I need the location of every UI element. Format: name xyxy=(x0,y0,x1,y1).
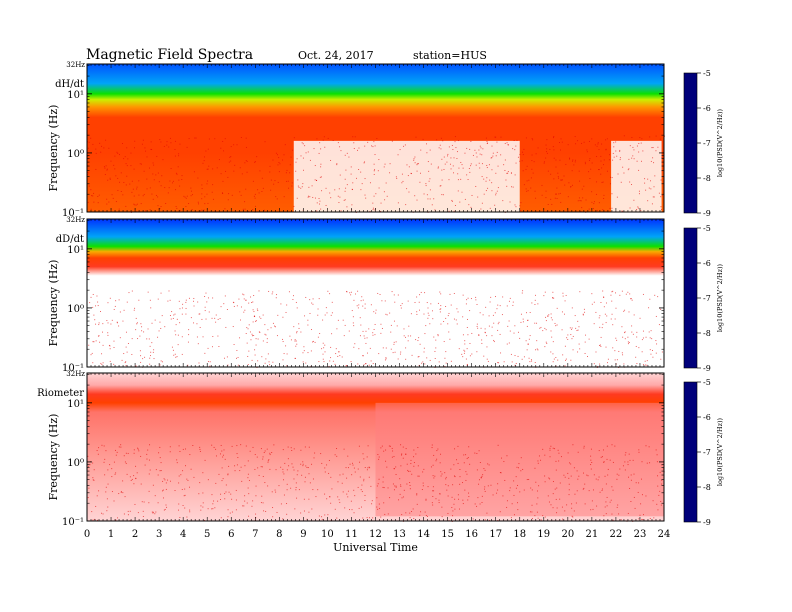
colorbar-tick-label: -8 xyxy=(703,329,711,338)
x-tick-label: 3 xyxy=(156,529,162,540)
y-tick-label: 10⁰ xyxy=(67,458,84,469)
panel-dh-dt: 10⁻¹ 10⁰ 10¹ 32Hz dH/dt Frequency (Hz) -5 -6 -7 -… xyxy=(47,61,724,219)
colorbar-tick-label: -9 xyxy=(703,518,711,527)
y-tick-label: 10⁻¹ xyxy=(62,363,84,374)
quiet-interval xyxy=(293,140,376,212)
x-tick-label: 4 xyxy=(180,529,186,540)
colorbar-tick-label: -9 xyxy=(703,209,711,218)
x-tick-label: 21 xyxy=(586,529,599,540)
x-tick-label: 20 xyxy=(561,529,574,540)
x-tick-label: 15 xyxy=(441,529,454,540)
x-axis-universal-time: 0 1 2 3 4 5 6 7 8 9 10 11 12 13 14 15 16 17 18 19 20 21 22 23 24… xyxy=(84,529,671,554)
x-tick-label: 9 xyxy=(300,529,306,540)
x-tick-label: 19 xyxy=(537,529,550,540)
panel-label: Riometer xyxy=(37,388,84,399)
colorbar-label: log10(PSD(V^2/Hz)) xyxy=(716,263,724,332)
y-top-label: 32Hz xyxy=(66,370,85,378)
colorbar-tick-label: -5 xyxy=(703,69,711,78)
x-tick-label: 5 xyxy=(204,529,210,540)
x-tick-label: 0 xyxy=(84,529,90,540)
y-tick-label: 10⁰ xyxy=(67,304,84,315)
colorbar-tick-label: -7 xyxy=(703,448,711,457)
station-label: station=HUS xyxy=(413,49,487,62)
date-label: Oct. 24, 2017 xyxy=(298,49,374,62)
x-tick-label: 23 xyxy=(634,529,647,540)
y-tick-label: 10⁻¹ xyxy=(62,517,84,528)
x-tick-label: 7 xyxy=(252,529,258,540)
y-tick-label: 10¹ xyxy=(67,399,84,410)
spectrogram-image xyxy=(87,219,664,367)
x-tick-label: 18 xyxy=(513,529,526,540)
colorbar-tick-label: -8 xyxy=(703,174,711,183)
colorbar-label: log10(PSD(V^2/Hz)) xyxy=(716,108,724,177)
panel-label: dH/dt xyxy=(55,79,84,90)
x-tick-label: 8 xyxy=(276,529,282,540)
panel-riometer: 10⁻¹ 10⁰ 10¹ 32Hz Riometer Frequency (Hz) -5 -6… xyxy=(37,370,724,528)
colorbar-label: log10(PSD(V^2/Hz)) xyxy=(716,417,724,486)
colorbar xyxy=(683,72,698,214)
colorbar-tick-label: -5 xyxy=(703,378,711,387)
x-tick-label: 1 xyxy=(108,529,114,540)
y-tick-label: 10⁻¹ xyxy=(62,208,84,219)
spectrogram-speckle xyxy=(87,135,665,213)
x-tick-label: 22 xyxy=(610,529,623,540)
panel-label: dD/dt xyxy=(56,234,84,245)
panel-dd-dt: 10⁻¹ 10⁰ 10¹ 32Hz dD/dt Frequency (Hz) -5 -6 -7 -… xyxy=(47,216,724,374)
colorbar xyxy=(683,381,698,523)
colorbar-tick-label: -9 xyxy=(703,364,711,373)
colorbar-tick-label: -6 xyxy=(703,259,711,268)
y-top-label: 32Hz xyxy=(66,61,85,69)
x-tick-label: 16 xyxy=(465,529,478,540)
x-tick-label: 13 xyxy=(393,529,406,540)
colorbar-tick-label: -8 xyxy=(703,483,711,492)
quiet-interval xyxy=(375,140,520,212)
x-tick-label: 11 xyxy=(345,529,358,540)
y-top-label: 32Hz xyxy=(66,216,85,224)
y-tick-label: 10¹ xyxy=(67,245,84,256)
x-tick-label: 6 xyxy=(228,529,234,540)
colorbar xyxy=(683,227,698,369)
colorbar-tick-label: -6 xyxy=(703,413,711,422)
x-axis-label: Universal Time xyxy=(333,541,418,554)
colorbar-tick-label: -6 xyxy=(703,104,711,113)
y-axis-label: Frequency (Hz) xyxy=(47,414,60,501)
colorbar-tick-label: -7 xyxy=(703,294,711,303)
quiet-interval xyxy=(611,140,662,212)
y-tick-label: 10¹ xyxy=(67,90,84,101)
y-tick-label: 10⁰ xyxy=(67,149,84,160)
y-axis-label: Frequency (Hz) xyxy=(47,105,60,192)
x-tick-label: 10 xyxy=(321,529,334,540)
figure-title: Magnetic Field Spectra xyxy=(86,47,253,63)
colorbar-tick-label: -5 xyxy=(703,224,711,233)
x-tick-label: 24 xyxy=(658,529,671,540)
active-interval xyxy=(375,402,664,517)
x-tick-label: 2 xyxy=(132,529,138,540)
x-tick-label: 12 xyxy=(369,529,382,540)
colorbar-tick-label: -7 xyxy=(703,139,711,148)
y-axis-label: Frequency (Hz) xyxy=(47,260,60,347)
x-tick-label: 17 xyxy=(489,529,502,540)
x-tick-label: 14 xyxy=(417,529,430,540)
